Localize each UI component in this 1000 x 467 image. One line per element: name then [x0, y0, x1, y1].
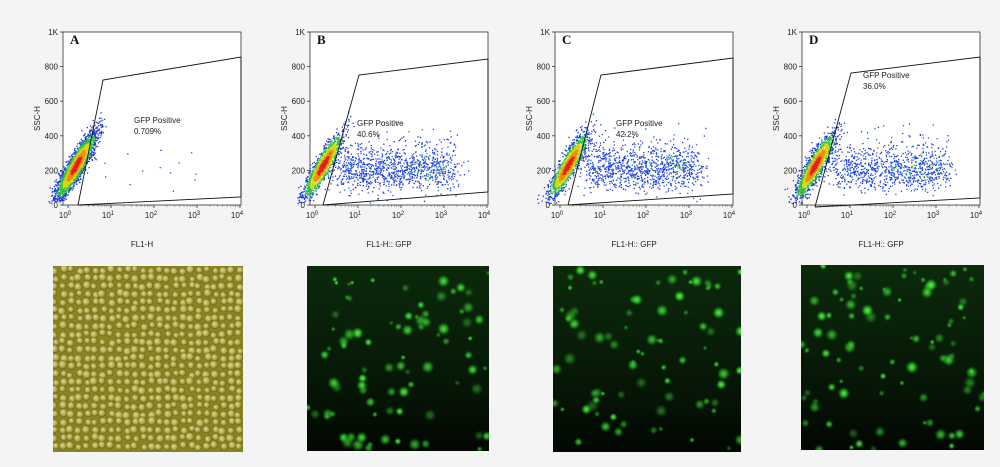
y-tick-label: 1K — [48, 28, 58, 37]
fluorescence-image-d — [801, 265, 984, 450]
y-tick-label: 1K — [295, 28, 305, 37]
x-tick-label: 102 — [392, 211, 405, 220]
gate-outline — [322, 58, 489, 206]
event-dots — [48, 112, 197, 205]
y-tick-label: 200 — [537, 166, 551, 175]
x-tick-label: 103 — [680, 211, 693, 220]
x-tick-label: 102 — [145, 211, 158, 220]
panel-letter: D — [809, 32, 818, 47]
x-tick-label: 100 — [551, 211, 564, 220]
y-tick-label: 0 — [793, 201, 798, 210]
y-axis-label: SSC-H — [33, 106, 42, 131]
y-tick-label: 200 — [784, 166, 798, 175]
gate-label: GFP Positive — [616, 119, 663, 128]
x-tick-label: 101 — [841, 211, 854, 220]
x-tick-label: 101 — [594, 211, 607, 220]
fluorescence-image-c — [553, 266, 741, 452]
x-tick-label: 103 — [927, 211, 940, 220]
panel-letter: C — [562, 32, 571, 47]
y-tick-label: 600 — [292, 97, 306, 106]
x-tick-label: 103 — [435, 211, 448, 220]
gate-label: GFP Positive — [134, 116, 181, 125]
gate-outline — [814, 56, 981, 208]
x-tick-label: 104 — [231, 211, 244, 220]
x-tick-label: 100 — [306, 211, 319, 220]
gate-label: GFP Positive — [357, 119, 404, 128]
event-dots — [297, 111, 470, 205]
plot-area — [554, 31, 734, 206]
x-axis-label: FL1-H:: GFP — [858, 240, 903, 249]
fluorescence-canvas-c — [553, 266, 741, 452]
x-tick-label: 104 — [723, 211, 736, 220]
y-tick-label: 800 — [784, 63, 798, 72]
y-axis-label: SSC-H — [280, 106, 289, 131]
y-tick-label: 800 — [45, 63, 59, 72]
x-tick-label: 104 — [478, 211, 491, 220]
x-tick-label: 101 — [102, 211, 115, 220]
y-tick-label: 0 — [301, 201, 306, 210]
fluorescence-canvas-b — [307, 266, 489, 451]
y-tick-label: 400 — [292, 132, 306, 141]
y-axis-label: SSC-H — [525, 106, 534, 131]
x-axis-label: FL1-H — [131, 240, 153, 249]
y-tick-label: 800 — [537, 63, 551, 72]
x-tick-label: 100 — [59, 211, 72, 220]
flow-panel-d: 1K 800 600 400 200 0 100 101 102 103 104 SSC-H FL1-H… — [767, 22, 983, 249]
gate-label: GFP Positive — [863, 71, 910, 80]
plot-area — [62, 31, 242, 206]
flow-panel-a: 1K 800 600 400 200 0 100 101 102 103 104 SSC-H FL1-H… — [28, 22, 244, 249]
y-tick-label: 600 — [537, 97, 551, 106]
panel-letter: A — [70, 32, 80, 47]
gate-percentage: 36.0% — [863, 82, 886, 91]
event-dots — [537, 113, 710, 205]
y-tick-label: 400 — [537, 132, 551, 141]
y-tick-label: 600 — [784, 97, 798, 106]
y-tick-label: 0 — [546, 201, 551, 210]
x-axis-label: FL1-H:: GFP — [366, 240, 411, 249]
gate-outline — [567, 57, 734, 206]
fluorescence-canvas-d — [801, 265, 984, 450]
y-tick-label: 800 — [292, 63, 306, 72]
gate-percentage: 0.709% — [134, 127, 161, 136]
y-tick-label: 200 — [292, 166, 306, 175]
x-axis-label: FL1-H:: GFP — [611, 240, 656, 249]
x-tick-label: 102 — [637, 211, 650, 220]
y-tick-label: 600 — [45, 97, 59, 106]
y-tick-label: 1K — [787, 28, 797, 37]
fluorescence-image-b — [307, 266, 489, 451]
x-tick-label: 104 — [970, 211, 983, 220]
flow-panel-b: 1K 800 600 400 200 0 100 101 102 103 104 SSC-H FL1-H… — [275, 22, 491, 249]
y-tick-label: 0 — [54, 201, 59, 210]
y-tick-label: 400 — [45, 132, 59, 141]
y-axis-label: SSC-H — [772, 106, 781, 131]
panel-letter: B — [317, 32, 326, 47]
gate-outline — [77, 56, 242, 206]
brightfield-canvas — [53, 266, 243, 452]
y-tick-label: 200 — [45, 166, 59, 175]
gate-percentage: 40.6% — [357, 130, 380, 139]
x-tick-label: 101 — [349, 211, 362, 220]
x-tick-label: 103 — [188, 211, 201, 220]
x-tick-label: 100 — [798, 211, 811, 220]
brightfield-image — [53, 266, 243, 452]
y-tick-label: 1K — [540, 28, 550, 37]
x-tick-label: 102 — [884, 211, 897, 220]
flow-panel-c: 1K 800 600 400 200 0 100 101 102 103 104 SSC-H FL1-H… — [520, 22, 736, 249]
gate-percentage: 42.2% — [616, 130, 639, 139]
y-tick-label: 400 — [784, 132, 798, 141]
